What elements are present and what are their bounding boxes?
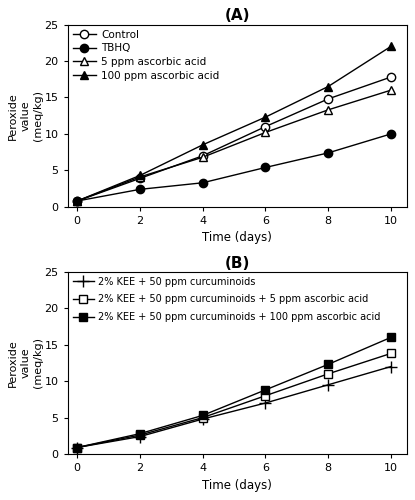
5 ppm ascorbic acid — [263, 130, 268, 136]
X-axis label: Time (days): Time (days) — [202, 478, 272, 492]
2% KEE + 50 ppm curcuminoids + 5 ppm ascorbic acid — [388, 350, 393, 356]
Control — [137, 176, 142, 182]
100 ppm ascorbic acid — [137, 172, 142, 178]
TBHQ — [388, 131, 393, 137]
100 ppm ascorbic acid — [263, 114, 268, 120]
2% KEE + 50 ppm curcuminoids + 5 ppm ascorbic acid — [263, 392, 268, 398]
Y-axis label: Peroxide
value
(meq/kg): Peroxide value (meq/kg) — [8, 338, 43, 388]
TBHQ — [137, 186, 142, 192]
2% KEE + 50 ppm curcuminoids — [326, 382, 331, 388]
2% KEE + 50 ppm curcuminoids + 5 ppm ascorbic acid — [326, 371, 331, 377]
Line: 2% KEE + 50 ppm curcuminoids: 2% KEE + 50 ppm curcuminoids — [71, 361, 396, 453]
Title: (B): (B) — [225, 256, 250, 270]
Control — [75, 198, 80, 204]
Line: 2% KEE + 50 ppm curcuminoids + 100 ppm ascorbic acid: 2% KEE + 50 ppm curcuminoids + 100 ppm a… — [73, 333, 395, 452]
TBHQ — [263, 164, 268, 170]
5 ppm ascorbic acid — [326, 107, 331, 113]
TBHQ — [326, 150, 331, 156]
2% KEE + 50 ppm curcuminoids + 5 ppm ascorbic acid — [200, 414, 205, 420]
TBHQ — [200, 180, 205, 186]
2% KEE + 50 ppm curcuminoids — [200, 416, 205, 422]
2% KEE + 50 ppm curcuminoids — [75, 444, 80, 450]
5 ppm ascorbic acid — [137, 174, 142, 180]
TBHQ — [75, 198, 80, 204]
Control — [200, 153, 205, 159]
Line: TBHQ: TBHQ — [73, 130, 395, 205]
Title: (A): (A) — [225, 8, 250, 24]
Legend: Control, TBHQ, 5 ppm ascorbic acid, 100 ppm ascorbic acid: Control, TBHQ, 5 ppm ascorbic acid, 100 … — [71, 28, 221, 82]
2% KEE + 50 ppm curcuminoids + 100 ppm ascorbic acid — [388, 334, 393, 340]
Legend: 2% KEE + 50 ppm curcuminoids, 2% KEE + 50 ppm curcuminoids + 5 ppm ascorbic acid: 2% KEE + 50 ppm curcuminoids, 2% KEE + 5… — [71, 274, 382, 324]
2% KEE + 50 ppm curcuminoids + 100 ppm ascorbic acid — [75, 444, 80, 450]
X-axis label: Time (days): Time (days) — [202, 232, 272, 244]
2% KEE + 50 ppm curcuminoids — [137, 434, 142, 440]
Control — [263, 124, 268, 130]
2% KEE + 50 ppm curcuminoids + 5 ppm ascorbic acid — [75, 444, 80, 450]
2% KEE + 50 ppm curcuminoids + 5 ppm ascorbic acid — [137, 432, 142, 438]
100 ppm ascorbic acid — [75, 198, 80, 204]
100 ppm ascorbic acid — [200, 142, 205, 148]
5 ppm ascorbic acid — [200, 154, 205, 160]
5 ppm ascorbic acid — [75, 198, 80, 204]
Line: Control: Control — [73, 73, 395, 205]
100 ppm ascorbic acid — [388, 44, 393, 50]
2% KEE + 50 ppm curcuminoids + 100 ppm ascorbic acid — [326, 362, 331, 368]
2% KEE + 50 ppm curcuminoids — [263, 400, 268, 406]
Line: 2% KEE + 50 ppm curcuminoids + 5 ppm ascorbic acid: 2% KEE + 50 ppm curcuminoids + 5 ppm asc… — [73, 350, 395, 452]
2% KEE + 50 ppm curcuminoids + 100 ppm ascorbic acid — [200, 412, 205, 418]
5 ppm ascorbic acid — [388, 87, 393, 93]
Y-axis label: Peroxide
value
(meq/kg): Peroxide value (meq/kg) — [8, 90, 43, 141]
2% KEE + 50 ppm curcuminoids + 100 ppm ascorbic acid — [137, 430, 142, 436]
Line: 5 ppm ascorbic acid: 5 ppm ascorbic acid — [73, 86, 395, 205]
Control — [388, 74, 393, 80]
Line: 100 ppm ascorbic acid: 100 ppm ascorbic acid — [73, 42, 395, 205]
100 ppm ascorbic acid — [326, 84, 331, 89]
Control — [326, 96, 331, 102]
2% KEE + 50 ppm curcuminoids + 100 ppm ascorbic acid — [263, 387, 268, 393]
2% KEE + 50 ppm curcuminoids — [388, 364, 393, 370]
